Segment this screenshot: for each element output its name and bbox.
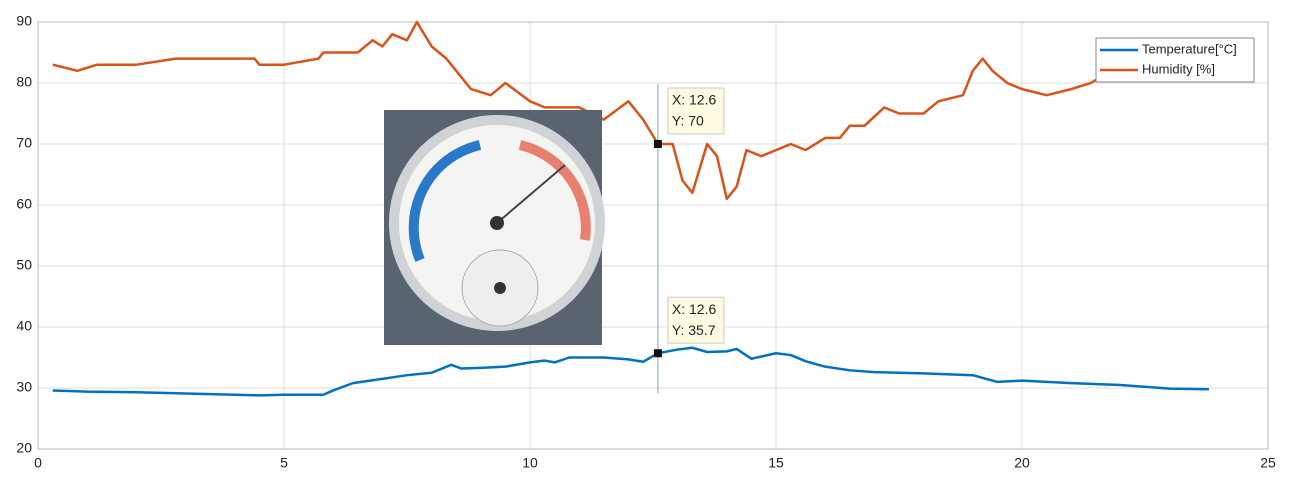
legend: Temperature[°C] Humidity [%] [1095,37,1255,83]
datatip-box [667,87,725,135]
y-tick-label: 30 [16,379,32,395]
x-tick-label: 5 [280,455,288,471]
datatip-box [667,296,725,344]
x-tick-label: 15 [768,455,784,471]
y-tick-label: 20 [16,440,32,456]
plot-frame [37,21,1269,450]
x-tick-label: 20 [1014,455,1030,471]
series-line [52,346,1209,397]
x-tick-label: 10 [522,455,538,471]
legend-label: Humidity [%] [1142,61,1215,76]
datatip-label: X: 12.6 [672,92,717,108]
y-tick-label: 70 [16,135,32,151]
series-line [52,20,1112,201]
x-tick-label: 25 [1260,455,1276,471]
datatip-label: Y: 70 [672,113,704,129]
gauge-photo [384,110,605,345]
datatip-marker [653,140,662,148]
legend-box [1095,37,1255,83]
y-tick-label: 90 [16,13,32,29]
datatip-label: Y: 35.7 [672,322,716,338]
y-tick-label: 80 [16,74,32,90]
y-tick-label: 60 [16,196,32,212]
y-tick-label: 50 [16,257,32,273]
datatip-label: X: 12.6 [672,301,717,317]
datatip-marker [653,349,662,358]
y-tick-label: 40 [16,318,32,334]
legend-label: Temperature[°C] [1142,41,1237,56]
x-tick-label: 0 [34,455,42,471]
grid [37,21,1269,450]
